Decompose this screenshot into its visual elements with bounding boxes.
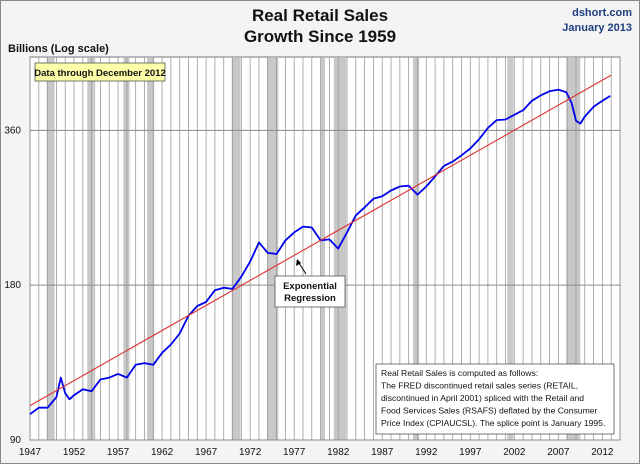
recession-band [123,58,130,440]
recession-band [46,58,55,440]
recession-band [413,58,420,440]
annotation-data-through: Data through December 2012 [34,68,165,79]
x-tick-label: 1992 [415,447,438,458]
annotation-box-regression [274,275,346,308]
chart-subtitle: Growth Since 1959 [243,27,397,46]
annotation-note-line: Real Retail Sales is computed as follows… [381,368,538,378]
x-tick-label: 1987 [371,447,394,458]
x-tick-label: 1982 [327,447,350,458]
recession-band [507,58,514,440]
x-tick-label: 2012 [591,447,614,458]
annotation-regression-line: Regression [284,293,336,304]
chart-title: Real Retail Sales [251,6,389,25]
recession-band [87,58,96,440]
x-tick-label: 1972 [239,447,262,458]
x-tick-label: 1952 [63,447,86,458]
annotation-note-line: The FRED discontinued retail sales serie… [381,381,578,391]
annotation-note-line: Food Services Sales (RSAFS) deflated by … [381,406,598,416]
x-tick-label: 1977 [283,447,306,458]
recession-band [333,58,347,440]
x-tick-label: 2007 [547,447,570,458]
x-tick-label: 1947 [19,447,42,458]
recession-band [266,58,279,440]
recession-band [147,58,155,440]
recession-bands [46,58,581,440]
x-tick-label: 1962 [151,447,174,458]
annotation-regression-line: Exponential [283,281,337,292]
annotation-box-note [375,363,615,435]
recession-band [231,58,241,440]
source-date: January 2013 [562,22,632,34]
recession-band [320,58,325,440]
series-line-regression [29,74,612,407]
annotation-note-line: Price Index (CPIAUCSL). The splice point… [381,418,605,428]
x-tick-label: 2002 [503,447,526,458]
annotations: Data through December 2012 ExponentialReg… [34,62,615,435]
series-layer [29,74,612,415]
y-tick-label: 360 [4,125,21,136]
x-tick-label: 1967 [195,447,218,458]
tick-labels: 90 180 360 1947 1952 1957 1962 1967 1972 1977 1982… [4,125,614,458]
y-axis-label: Billions (Log scale) [8,43,109,55]
y-tick-label: 180 [4,280,21,291]
regression-arrow-head [296,259,301,266]
y-tick-label: 90 [10,435,22,446]
source-site: dshort.com [572,7,632,19]
annotation-note-line: discontinued in April 2001) spliced with… [381,393,584,403]
x-tick-label: 1997 [459,447,482,458]
annotation-box-data-through [34,62,166,82]
source-credit: dshort.com January 2013 [562,6,632,36]
recession-band [566,58,581,440]
x-tick-label: 1957 [107,447,130,458]
grid-lines [29,57,621,441]
